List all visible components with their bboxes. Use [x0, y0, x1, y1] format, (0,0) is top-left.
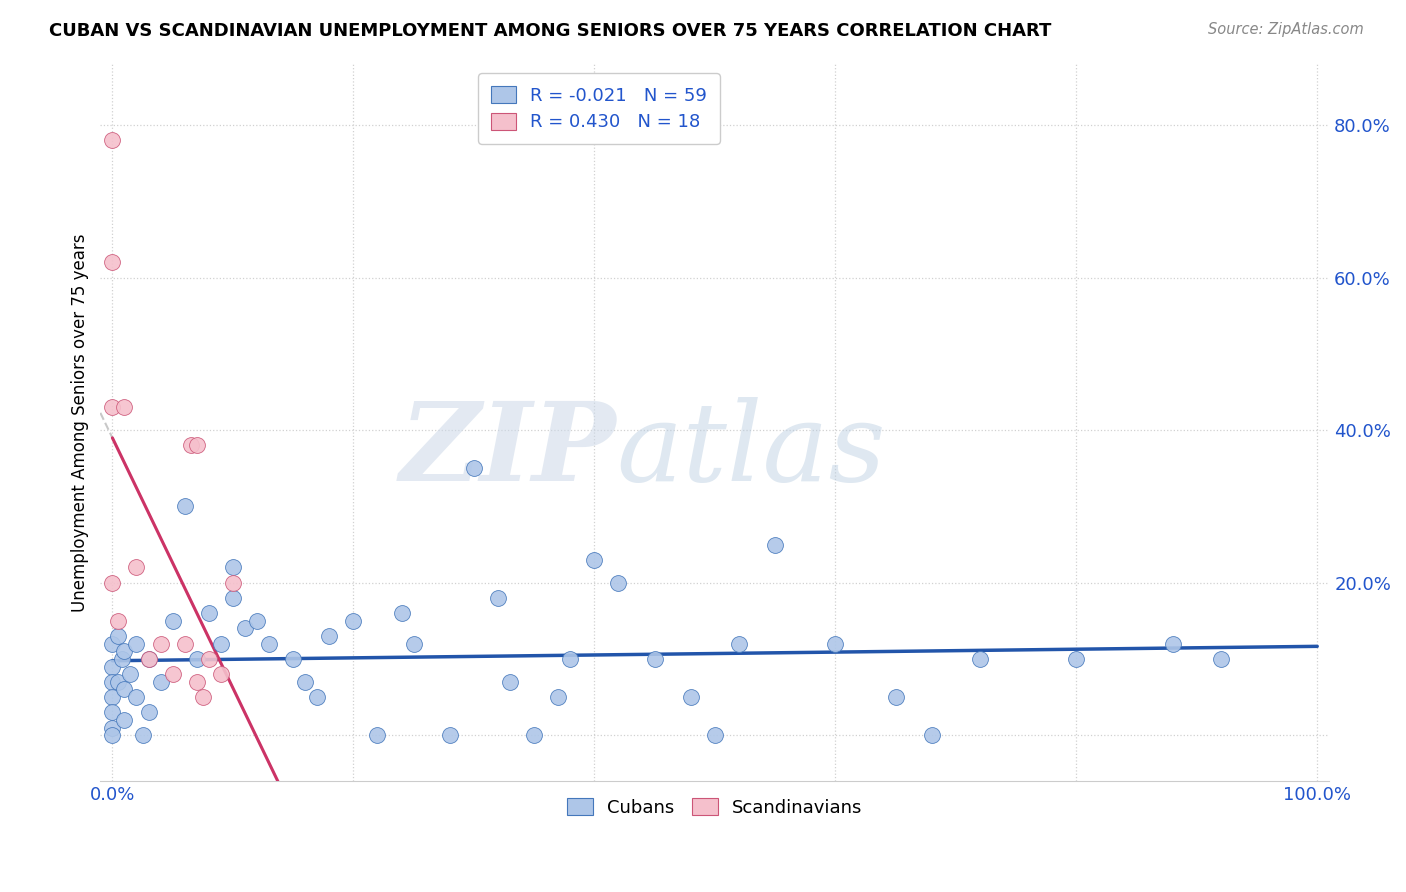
Point [180, 438, 202, 452]
Point [162, 614, 184, 628]
Y-axis label: Unemployment Among Seniors over 75 years: Unemployment Among Seniors over 75 years [72, 234, 89, 612]
Point [138, 706, 160, 720]
Point [523, 728, 546, 742]
Point [111, 652, 134, 666]
Point [233, 622, 256, 636]
Point [101, 133, 124, 147]
Point [583, 553, 606, 567]
Point [728, 637, 751, 651]
Point [101, 255, 124, 269]
Point [131, 728, 153, 742]
Point [560, 652, 582, 666]
Point [173, 500, 195, 514]
Point [884, 690, 907, 705]
Point [281, 652, 304, 666]
Point [114, 682, 136, 697]
Point [197, 652, 219, 666]
Point [1064, 652, 1087, 666]
Text: CUBAN VS SCANDINAVIAN UNEMPLOYMENT AMONG SENIORS OVER 75 YEARS CORRELATION CHART: CUBAN VS SCANDINAVIAN UNEMPLOYMENT AMONG… [49, 22, 1052, 40]
Point [463, 461, 485, 475]
Point [246, 614, 269, 628]
Point [366, 728, 388, 742]
Point [1209, 652, 1232, 666]
Point [824, 637, 846, 651]
Point [499, 674, 522, 689]
Point [391, 606, 413, 620]
Point [921, 728, 943, 742]
Point [607, 575, 630, 590]
Point [222, 575, 245, 590]
Point [101, 721, 124, 735]
Point [101, 575, 124, 590]
Point [547, 690, 569, 705]
Point [969, 652, 991, 666]
Point [1161, 637, 1184, 651]
Point [186, 438, 208, 452]
Point [222, 591, 245, 605]
Point [107, 629, 129, 643]
Point [138, 652, 160, 666]
Point [101, 690, 124, 705]
Point [107, 674, 129, 689]
Point [703, 728, 725, 742]
Point [125, 560, 148, 574]
Point [125, 690, 148, 705]
Point [318, 629, 340, 643]
Point [209, 637, 232, 651]
Point [197, 606, 219, 620]
Point [114, 401, 136, 415]
Point [402, 637, 425, 651]
Point [107, 614, 129, 628]
Text: Source: ZipAtlas.com: Source: ZipAtlas.com [1208, 22, 1364, 37]
Point [191, 690, 214, 705]
Point [294, 674, 316, 689]
Point [186, 674, 208, 689]
Point [644, 652, 666, 666]
Point [486, 591, 509, 605]
Point [114, 713, 136, 727]
Point [114, 644, 136, 658]
Text: atlas: atlas [616, 398, 886, 505]
Point [125, 637, 148, 651]
Point [173, 637, 195, 651]
Point [138, 652, 160, 666]
Text: ZIP: ZIP [399, 398, 616, 505]
Point [342, 614, 364, 628]
Point [101, 728, 124, 742]
Point [101, 659, 124, 673]
Point [162, 667, 184, 681]
Point [101, 401, 124, 415]
Point [101, 706, 124, 720]
Point [209, 667, 232, 681]
Point [186, 652, 208, 666]
Point [120, 667, 142, 681]
Point [101, 674, 124, 689]
Legend: Cubans, Scandinavians: Cubans, Scandinavians [558, 789, 872, 826]
Point [439, 728, 461, 742]
Point [307, 690, 329, 705]
Point [222, 560, 245, 574]
Point [149, 674, 172, 689]
Point [101, 637, 124, 651]
Point [679, 690, 702, 705]
Point [149, 637, 172, 651]
Point [763, 537, 786, 551]
Point [257, 637, 280, 651]
